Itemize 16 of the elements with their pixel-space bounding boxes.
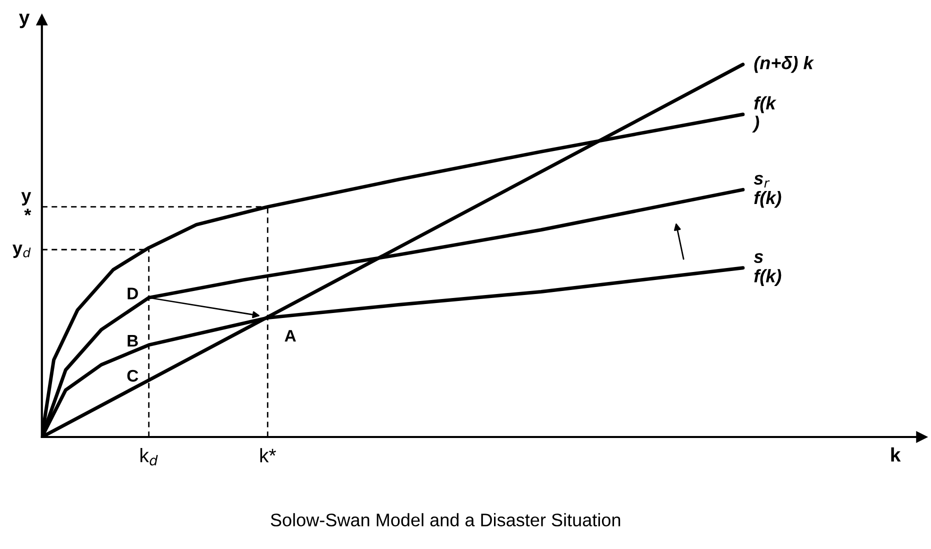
annotation: C [127, 370, 138, 382]
text: k [891, 447, 901, 462]
text: * [24, 208, 32, 216]
annotation: A [284, 330, 296, 342]
x-tick-label: k* [260, 448, 276, 462]
text: y [19, 14, 30, 28]
series-label: s$_{r}$ f(k) [754, 174, 782, 208]
text: Solow-Swan Model and a Disaster Situation [270, 513, 620, 526]
series-label: (n+δ) k [754, 56, 814, 73]
annotation: D [128, 288, 138, 300]
series-label: s f(k) [754, 253, 782, 286]
x-tick-label: k$_{d}$ [140, 448, 158, 466]
y-axis-title: y [21, 192, 32, 206]
text: y$_{d}$ [12, 244, 31, 258]
annotation: B [128, 335, 138, 347]
series-label: f(k ) [752, 96, 776, 133]
